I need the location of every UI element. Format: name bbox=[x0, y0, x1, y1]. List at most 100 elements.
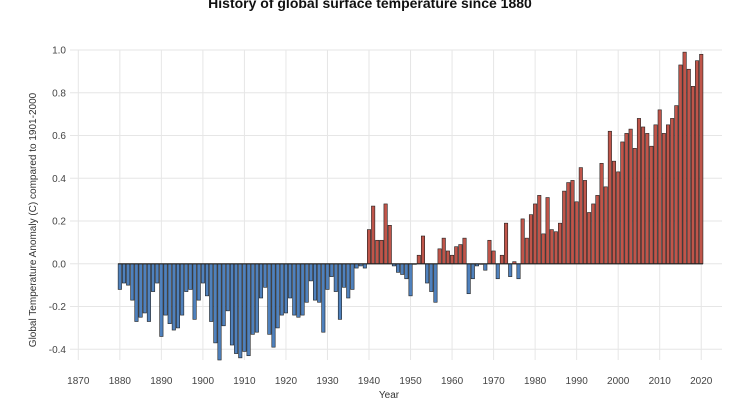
bar-1907 bbox=[229, 263, 234, 346]
x-tick-label: 1890 bbox=[150, 376, 173, 387]
bar-1923 bbox=[296, 263, 301, 318]
bar-1909 bbox=[238, 263, 243, 359]
bar-2019 bbox=[695, 60, 700, 265]
bar-1948 bbox=[400, 263, 405, 275]
bar-1884 bbox=[134, 263, 139, 322]
bar-1981 bbox=[537, 195, 542, 265]
bar-1889 bbox=[155, 263, 160, 284]
bar-1954 bbox=[425, 263, 430, 284]
bar-1982 bbox=[541, 233, 546, 265]
bar-1927 bbox=[313, 263, 318, 301]
bar-1880 bbox=[117, 263, 122, 290]
bar-1964 bbox=[466, 263, 471, 295]
bars-layer bbox=[117, 51, 704, 361]
bar-1950 bbox=[408, 263, 413, 297]
bar-1905 bbox=[221, 263, 226, 327]
bar-2017 bbox=[686, 68, 691, 265]
bar-1933 bbox=[337, 263, 342, 320]
bar-1963 bbox=[462, 237, 467, 265]
x-tick-label: 1900 bbox=[192, 376, 215, 387]
bar-2001 bbox=[620, 141, 625, 265]
bar-1894 bbox=[175, 263, 180, 329]
x-tick-label: 2000 bbox=[607, 376, 630, 387]
bar-1978 bbox=[524, 237, 529, 265]
bar-1901 bbox=[205, 263, 210, 297]
bar-1910 bbox=[242, 263, 247, 352]
y-tick-label: 0.6 bbox=[52, 131, 66, 142]
bar-1989 bbox=[570, 180, 575, 265]
bar-1920 bbox=[283, 263, 288, 314]
x-tick-label: 1960 bbox=[441, 376, 464, 387]
y-tick-label: 0.0 bbox=[52, 259, 66, 270]
x-tick-label: 1920 bbox=[275, 376, 298, 387]
bar-1998 bbox=[607, 130, 612, 265]
bar-1949 bbox=[404, 263, 409, 280]
x-tick-label: 1940 bbox=[358, 376, 381, 387]
bar-1892 bbox=[167, 263, 172, 324]
bar-1993 bbox=[587, 212, 592, 265]
bar-1983 bbox=[545, 197, 550, 265]
bar-1999 bbox=[612, 160, 617, 265]
x-tick-label: 1870 bbox=[67, 376, 90, 387]
bar-1904 bbox=[217, 263, 222, 361]
bar-2000 bbox=[616, 171, 621, 265]
bar-2007 bbox=[645, 133, 650, 265]
bar-1992 bbox=[582, 180, 587, 265]
y-tick-label: -0.2 bbox=[49, 302, 67, 313]
bar-1912 bbox=[250, 263, 255, 335]
y-axis-ticks: -0.4 -0.2 0.0 0.2 0.4 0.6 0.8 1.0 bbox=[49, 46, 67, 356]
bar-1957 bbox=[437, 248, 442, 265]
bar-1897 bbox=[188, 263, 193, 290]
bar-1899 bbox=[196, 263, 201, 301]
bar-1945 bbox=[387, 225, 392, 265]
x-tick-label: 2020 bbox=[690, 376, 713, 387]
bar-1977 bbox=[520, 218, 525, 265]
bar-1925 bbox=[304, 263, 309, 303]
bar-1991 bbox=[578, 167, 583, 265]
x-tick-label: 1880 bbox=[109, 376, 132, 387]
bar-1955 bbox=[429, 263, 434, 292]
bar-1914 bbox=[259, 263, 264, 299]
bar-1947 bbox=[396, 263, 401, 273]
bar-1891 bbox=[163, 263, 168, 316]
bar-1906 bbox=[225, 263, 230, 312]
bar-2002 bbox=[624, 133, 629, 265]
x-tick-label: 1930 bbox=[316, 376, 339, 387]
bar-1959 bbox=[445, 250, 450, 265]
bar-1921 bbox=[288, 263, 293, 299]
bar-1919 bbox=[279, 263, 284, 316]
bar-2020 bbox=[699, 53, 704, 265]
bar-2004 bbox=[632, 148, 637, 265]
bar-1895 bbox=[180, 263, 185, 316]
bar-1930 bbox=[325, 263, 330, 290]
bar-2010 bbox=[657, 109, 662, 265]
bar-1996 bbox=[599, 163, 604, 265]
bar-1934 bbox=[342, 263, 347, 288]
bar-2011 bbox=[661, 133, 666, 265]
bar-1902 bbox=[209, 263, 214, 322]
bar-1932 bbox=[333, 263, 338, 292]
bar-1911 bbox=[246, 263, 251, 357]
x-tick-label: 1990 bbox=[566, 376, 589, 387]
bar-1976 bbox=[516, 263, 521, 280]
bar-1922 bbox=[292, 263, 297, 316]
bar-1995 bbox=[595, 195, 600, 265]
bar-1924 bbox=[300, 263, 305, 316]
bar-1936 bbox=[350, 263, 355, 290]
bar-1893 bbox=[171, 263, 176, 331]
bar-1971 bbox=[495, 263, 500, 280]
bar-2013 bbox=[670, 118, 675, 265]
bar-1918 bbox=[275, 263, 280, 329]
bar-2016 bbox=[682, 51, 687, 265]
bar-2015 bbox=[678, 64, 683, 265]
bar-1882 bbox=[126, 263, 131, 286]
bar-2005 bbox=[636, 118, 641, 265]
y-axis-label: Global Temperature Anomaly (C) compared … bbox=[28, 92, 39, 347]
bar-2009 bbox=[653, 124, 658, 265]
bar-1970 bbox=[491, 250, 496, 265]
bar-1931 bbox=[329, 263, 334, 277]
bar-1935 bbox=[346, 263, 351, 299]
bar-1896 bbox=[184, 263, 189, 292]
bar-1979 bbox=[528, 214, 533, 265]
x-tick-label: 1970 bbox=[482, 376, 505, 387]
